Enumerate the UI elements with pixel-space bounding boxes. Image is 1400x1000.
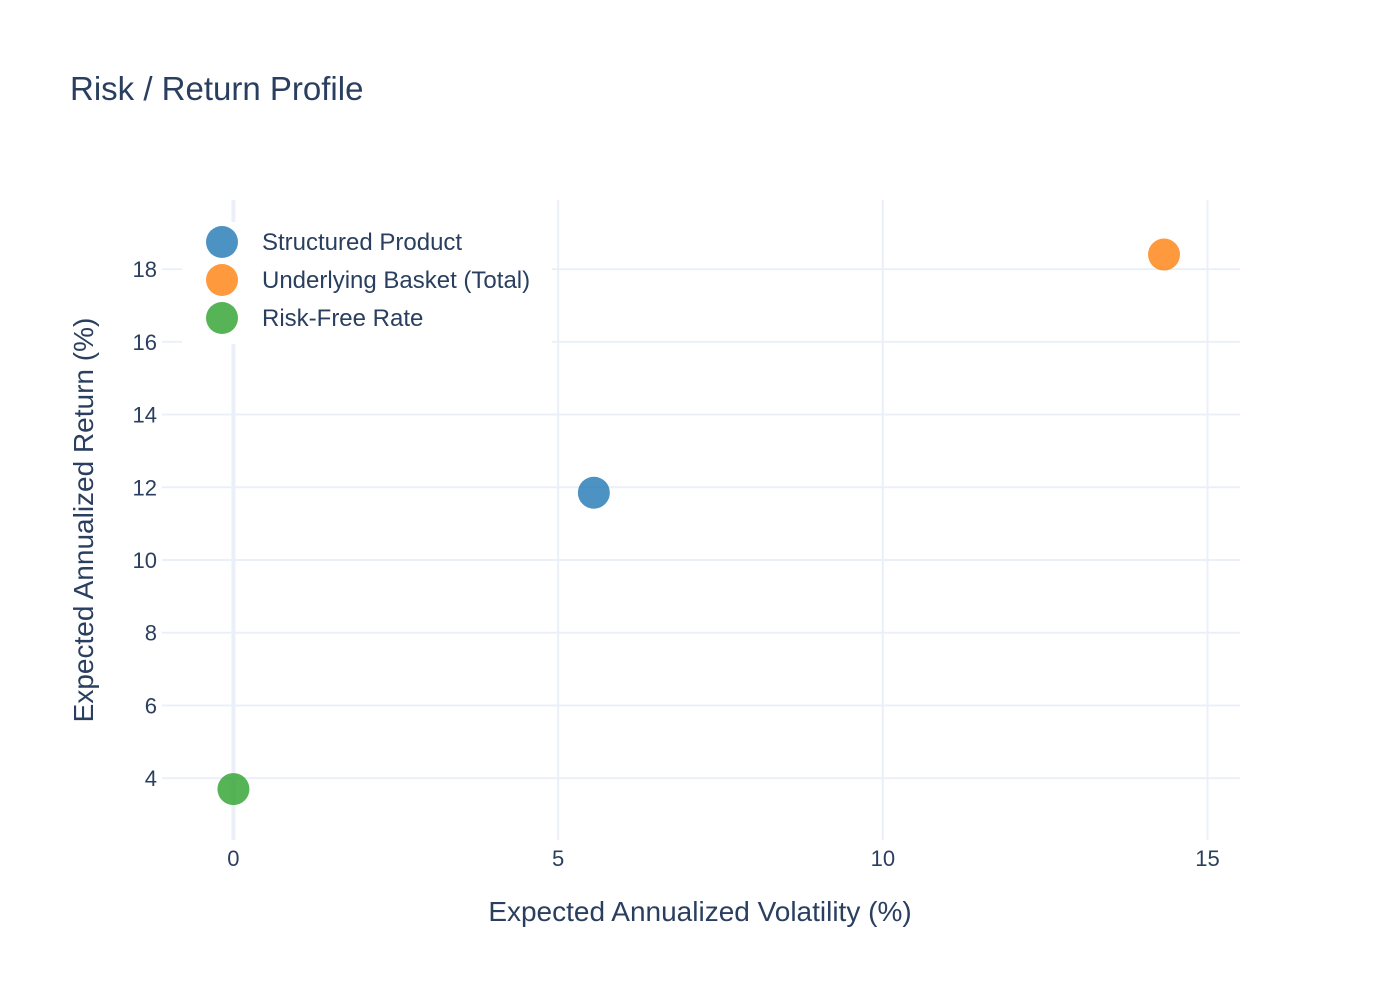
y-tick-label: 8: [145, 621, 157, 646]
y-tick-label: 14: [133, 403, 157, 428]
y-tick-label: 12: [133, 475, 157, 500]
legend-marker[interactable]: [206, 264, 238, 296]
legend-label[interactable]: Risk-Free Rate: [262, 305, 423, 332]
legend[interactable]: Structured Product Underlying Basket (Tot…: [182, 222, 552, 344]
tick-labels: 4 6 8 10 12 14 16 18 0 5 10 15: [133, 257, 1220, 871]
x-tick-label: 5: [552, 846, 564, 871]
chart-title: Risk / Return Profile: [70, 70, 363, 107]
legend-marker[interactable]: [206, 226, 238, 258]
y-tick-label: 4: [145, 766, 157, 791]
scatter-point[interactable]: [577, 476, 610, 509]
x-tick-label: 15: [1195, 846, 1219, 871]
legend-background: [182, 222, 552, 344]
y-tick-label: 6: [145, 693, 157, 718]
legend-label[interactable]: Structured Product: [262, 229, 462, 256]
y-axis-title: Expected Annualized Return (%): [68, 318, 99, 723]
legend-label[interactable]: Underlying Basket (Total): [262, 267, 530, 294]
y-tick-label: 10: [133, 548, 157, 573]
scatter-point[interactable]: [1148, 238, 1181, 271]
data-points: [217, 238, 1181, 806]
y-tick-label: 16: [133, 330, 157, 355]
x-axis-title: Expected Annualized Volatility (%): [488, 896, 911, 927]
legend-marker[interactable]: [206, 302, 238, 334]
scatter-point[interactable]: [217, 773, 250, 806]
x-tick-label: 0: [227, 846, 239, 871]
x-tick-label: 10: [871, 846, 895, 871]
y-tick-label: 18: [133, 257, 157, 282]
